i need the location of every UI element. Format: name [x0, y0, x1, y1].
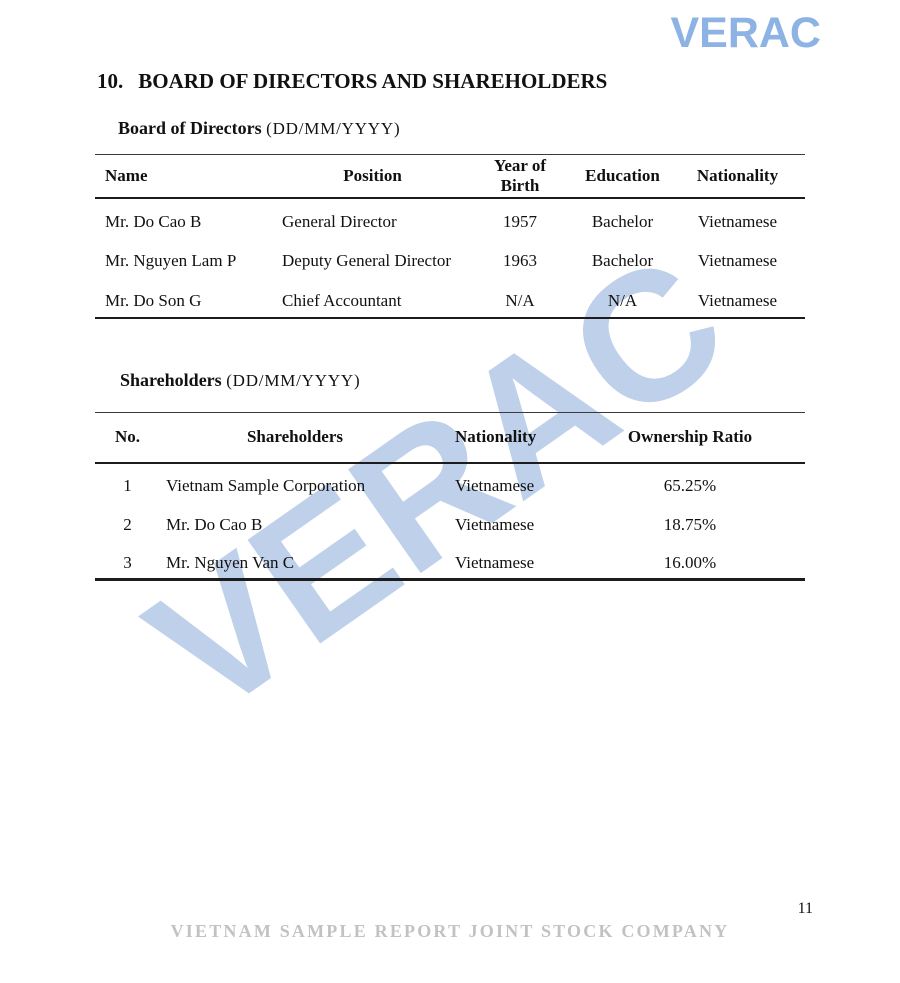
col-header-ownership-ratio: Ownership Ratio — [575, 412, 805, 464]
shareholders-table-header-row: No. Shareholders Nationality Ownership R… — [95, 412, 805, 464]
director-nationality: Vietnamese — [670, 277, 805, 319]
shareholder-name: Vietnam Sample Corporation — [166, 476, 366, 495]
table-row: Mr. Do Son G Chief Accountant N/A N/A Vi… — [95, 277, 805, 319]
director-name: Mr. Nguyen Lam P — [105, 251, 237, 270]
page-title: 10. BOARD OF DIRECTORS AND SHAREHOLDERS — [97, 69, 607, 94]
director-position: Deputy General Director — [282, 251, 451, 270]
col-header-name: Name — [95, 154, 280, 199]
director-name: Mr. Do Son G — [95, 277, 280, 319]
table-row: Mr. Nguyen Lam P Deputy General Director… — [95, 238, 805, 278]
section-number: 10. — [97, 69, 124, 93]
col-header-no: No. — [95, 412, 160, 464]
director-name: Mr. Do Cao B — [105, 211, 202, 231]
board-heading-label: Board of Directors — [118, 118, 262, 138]
shareholder-no: 3 — [95, 540, 160, 581]
shareholder-nationality: Vietnamese — [455, 476, 535, 495]
shareholder-nationality: Vietnamese — [455, 514, 535, 534]
director-position: Chief Accountant — [280, 277, 465, 319]
director-education: Bachelor — [591, 251, 654, 270]
board-table-header-row: Name Position Year of Birth Education Na… — [95, 154, 805, 199]
shareholder-ownership-ratio: 65.25% — [663, 476, 717, 495]
shareholder-no: 2 — [123, 514, 132, 534]
verac-logo: VERAC — [670, 9, 821, 57]
section-title-text: BOARD OF DIRECTORS AND SHAREHOLDERS — [138, 69, 608, 93]
shareholder-ownership-ratio: 16.00% — [575, 540, 805, 581]
col-header-year-of-birth: Year of Birth — [465, 154, 575, 199]
director-education: N/A — [575, 277, 670, 319]
director-nationality: Vietnamese — [697, 251, 778, 270]
footer-company-name: VIETNAM SAMPLE REPORT JOINT STOCK COMPAN… — [170, 921, 730, 941]
col-header-shareholders: Shareholders — [160, 412, 430, 464]
col-header-position: Position — [280, 154, 465, 199]
table-row: 1 Vietnam Sample Corporation Vietnamese … — [95, 463, 805, 502]
shareholder-no: 1 — [123, 476, 132, 495]
board-of-directors-heading: Board of Directors (DD/MM/YYYY) — [118, 118, 400, 139]
shareholders-heading: Shareholders (DD/MM/YYYY) — [120, 370, 360, 391]
table-row: Mr. Do Cao B General Director 1957 Bache… — [95, 198, 805, 238]
page-number: 11 — [797, 900, 813, 917]
director-education: Bachelor — [591, 211, 654, 231]
table-row: 2 Mr. Do Cao B Vietnamese 18.75% — [95, 502, 805, 541]
col-header-nationality: Nationality — [430, 412, 575, 464]
shareholder-name: Mr. Nguyen Van C — [160, 540, 430, 581]
director-year-of-birth: 1963 — [503, 251, 537, 270]
director-position: General Director — [282, 211, 397, 231]
director-nationality: Vietnamese — [697, 211, 778, 231]
board-heading-date-format: (DD/MM/YYYY) — [266, 119, 401, 138]
table-row: 3 Mr. Nguyen Van C Vietnamese 16.00% — [95, 540, 805, 581]
shareholders-heading-date-format: (DD/MM/YYYY) — [226, 371, 361, 390]
col-header-nationality: Nationality — [670, 154, 805, 199]
director-year-of-birth: N/A — [465, 277, 575, 319]
shareholders-table: No. Shareholders Nationality Ownership R… — [95, 412, 805, 581]
shareholder-name: Mr. Do Cao B — [166, 514, 263, 534]
col-header-education: Education — [575, 154, 670, 199]
shareholders-heading-label: Shareholders — [120, 370, 222, 390]
shareholder-ownership-ratio: 18.75% — [663, 514, 717, 534]
director-year-of-birth: 1957 — [503, 211, 537, 231]
shareholder-nationality: Vietnamese — [430, 540, 575, 581]
board-of-directors-table: Name Position Year of Birth Education Na… — [95, 154, 805, 319]
